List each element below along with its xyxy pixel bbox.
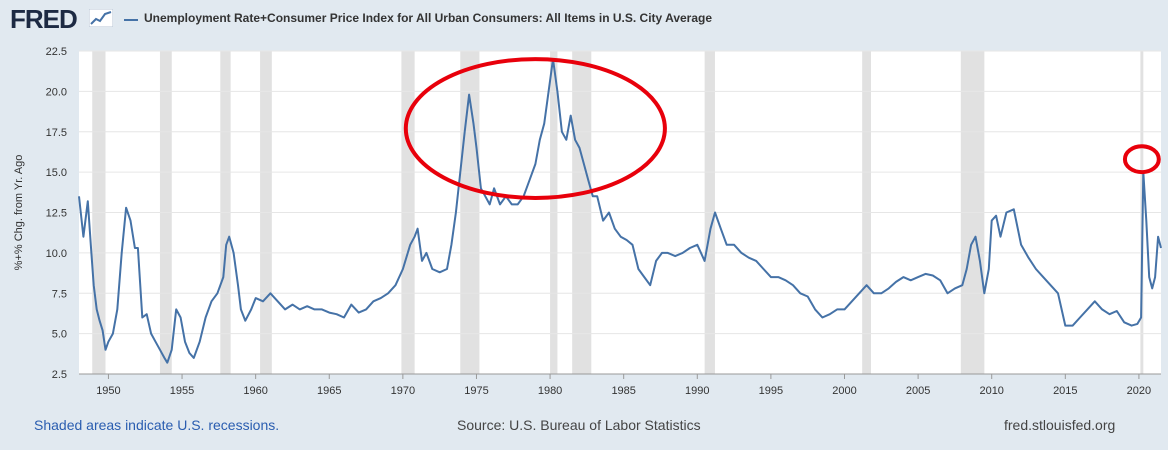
- fred-logo-graph-icon: [89, 9, 113, 27]
- y-tick-label: 15.0: [46, 167, 67, 179]
- fred-url-link[interactable]: fred.stlouisfed.org: [1004, 417, 1116, 433]
- x-tick-label: 2015: [1053, 385, 1077, 397]
- source-text: Source: U.S. Bureau of Labor Statistics: [457, 417, 701, 433]
- x-tick-label: 2010: [979, 385, 1003, 397]
- x-tick-label: 1960: [243, 385, 267, 397]
- x-tick-label: 2020: [1127, 385, 1151, 397]
- x-tick-label: 1970: [391, 385, 415, 397]
- y-tick-label: 17.5: [46, 127, 67, 139]
- y-tick-label: 22.5: [46, 46, 67, 58]
- legend-label[interactable]: Unemployment Rate+Consumer Price Index f…: [144, 11, 713, 25]
- y-tick-label: 2.5: [52, 369, 67, 381]
- x-tick-label: 1950: [96, 385, 120, 397]
- x-tick-label: 1955: [170, 385, 194, 397]
- y-tick-label: 20.0: [46, 86, 67, 98]
- chart-header: FRED Unemployment Rate+Consumer Price In…: [0, 0, 1168, 40]
- x-tick-label: 1965: [317, 385, 341, 397]
- y-tick-label: 5.0: [52, 329, 67, 341]
- annotation-circle: [1122, 144, 1161, 175]
- y-tick-label: 12.5: [46, 208, 67, 220]
- x-tick-label: 2005: [906, 385, 930, 397]
- series-line: [78, 58, 1162, 364]
- x-tick-label: 1985: [611, 385, 635, 397]
- y-tick-label: 7.5: [52, 288, 67, 300]
- x-tick-label: 1995: [759, 385, 783, 397]
- legend-swatch: [124, 19, 138, 21]
- fred-logo[interactable]: FRED: [10, 4, 78, 34]
- series-layer: [78, 58, 1162, 364]
- y-axis-title: %+% Chg. from Yr. Ago: [13, 155, 25, 271]
- x-tick-label: 1980: [538, 385, 562, 397]
- recession-note-link[interactable]: Shaded areas indicate U.S. recessions.: [34, 417, 280, 433]
- line-chart: 2.55.07.510.012.515.017.520.022.5 1950 19…: [13, 46, 1162, 397]
- x-tick-label: 2000: [832, 385, 856, 397]
- y-axis-ticks: 2.5 5.0 7.5 10.0 12.5 15.0 17.5 20.0 22.5: [46, 46, 67, 381]
- x-axis-ticks: 1950 1955 1960 1965 1970 1975 1980 1985 1990 1995…: [79, 373, 1161, 397]
- annotation-circle: [403, 57, 667, 200]
- x-tick-label: 1990: [685, 385, 709, 397]
- annotation-layer: [403, 57, 1161, 200]
- y-tick-label: 10.0: [46, 248, 67, 260]
- x-tick-label: 1975: [464, 385, 488, 397]
